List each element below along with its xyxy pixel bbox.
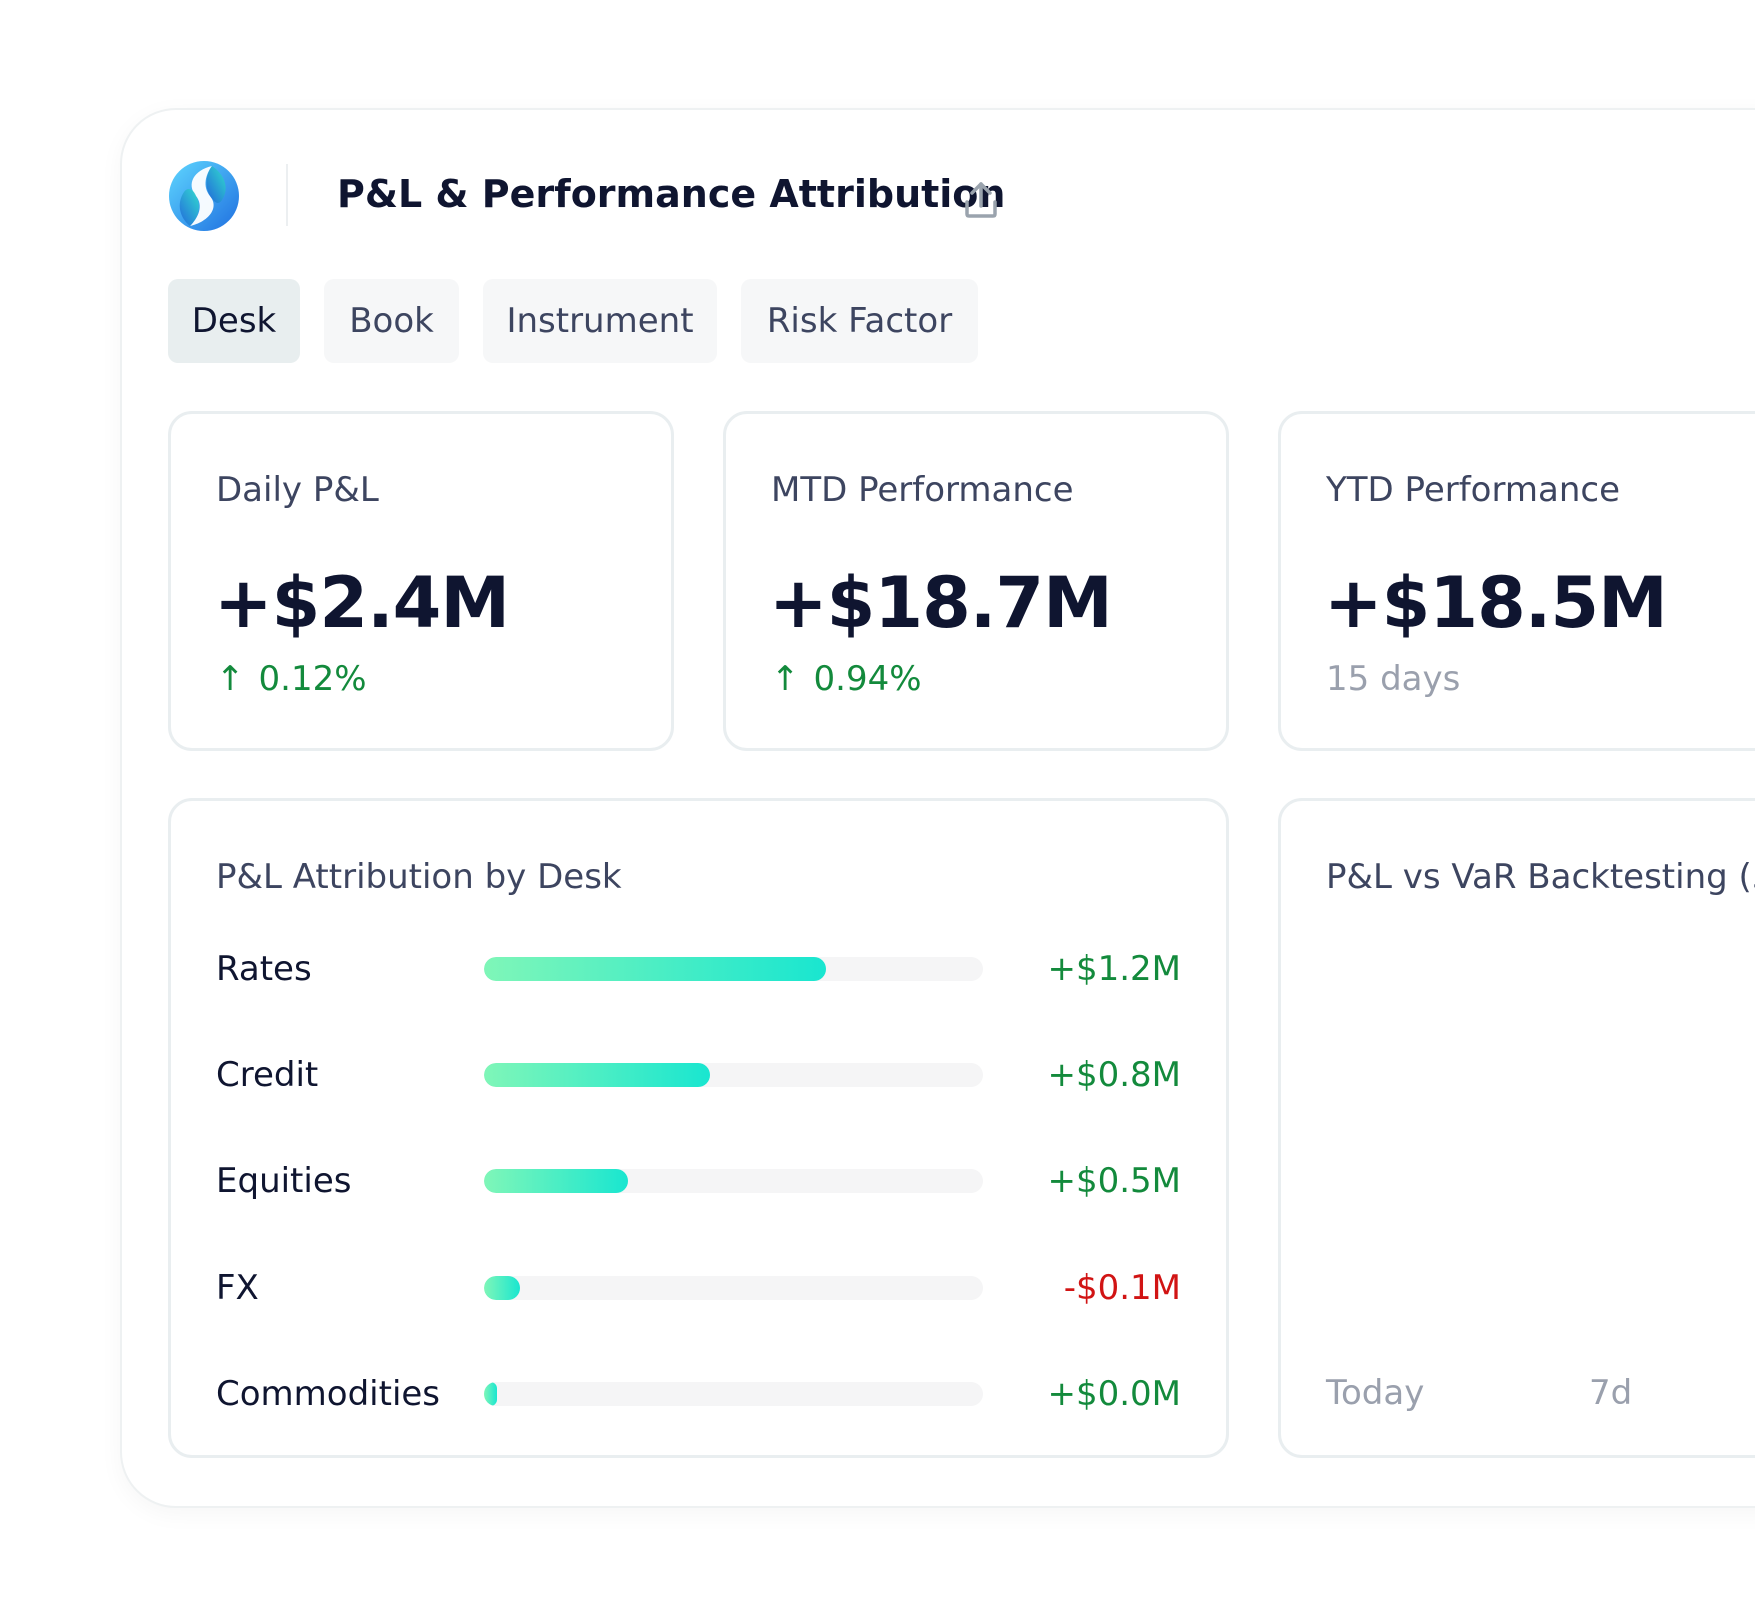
arrow-up-icon: ↑ — [771, 659, 800, 699]
kpi-label: Daily P&L — [216, 470, 379, 510]
bar-track — [484, 1382, 983, 1406]
desk-label: Commodities — [216, 1374, 441, 1414]
attribution-row-equities: Equities +$0.5M — [171, 1151, 1226, 1211]
attribution-row-commodities: Commodities +$0.0M — [171, 1364, 1226, 1424]
desk-value: +$0.5M — [1047, 1161, 1181, 1201]
bar-fill — [484, 957, 827, 981]
desk-value: +$0.0M — [1047, 1374, 1181, 1414]
backtesting-card: P&L vs VaR Backtesting (3 Today 7d — [1278, 798, 1755, 1458]
tab-desk[interactable]: Desk — [168, 279, 300, 363]
desk-label: FX — [216, 1268, 259, 1308]
attribution-row-fx: FX -$0.1M — [171, 1258, 1226, 1318]
tab-instrument[interactable]: Instrument — [483, 279, 717, 363]
logo-icon — [168, 160, 240, 232]
kpi-value: +$18.5M — [1324, 562, 1668, 644]
kpi-card-mtd-performance: MTD Performance +$18.7M ↑ 0.94% — [723, 411, 1229, 751]
desk-label: Credit — [216, 1055, 319, 1095]
desk-value: +$1.2M — [1047, 949, 1181, 989]
kpi-change: ↑ 0.94% — [771, 659, 922, 699]
kpi-change-value: 0.94% — [813, 659, 922, 699]
bar-fill — [484, 1063, 710, 1087]
kpi-value: +$2.4M — [214, 562, 510, 644]
tab-book[interactable]: Book — [324, 279, 459, 363]
kpi-label: MTD Performance — [771, 470, 1074, 510]
attribution-title: P&L Attribution by Desk — [216, 857, 622, 897]
bar-track — [484, 957, 983, 981]
kpi-change-value: 0.12% — [258, 659, 367, 699]
kpi-label: YTD Performance — [1326, 470, 1620, 510]
attribution-row-rates: Rates +$1.2M — [171, 939, 1226, 999]
axis-label-today: Today — [1326, 1373, 1425, 1413]
bar-track — [484, 1169, 983, 1193]
share-upload-icon — [965, 182, 997, 218]
share-button[interactable] — [962, 180, 1000, 220]
bar-fill — [484, 1276, 521, 1300]
desk-value: +$0.8M — [1047, 1055, 1181, 1095]
attribution-card: P&L Attribution by Desk Rates +$1.2M Cre… — [168, 798, 1229, 1458]
bar-track — [484, 1276, 983, 1300]
kpi-change: ↑ 0.12% — [216, 659, 367, 699]
bar-fill — [484, 1169, 629, 1193]
kpi-subtext: 15 days — [1326, 659, 1461, 699]
attribution-row-credit: Credit +$0.8M — [171, 1045, 1226, 1105]
desk-value: -$0.1M — [1063, 1268, 1181, 1308]
kpi-value: +$18.7M — [769, 562, 1113, 644]
arrow-up-icon: ↑ — [216, 659, 245, 699]
tab-risk-factor[interactable]: Risk Factor — [741, 279, 978, 363]
bar-fill — [484, 1382, 497, 1406]
page-title: P&L & Performance Attribution — [337, 172, 1006, 216]
axis-label-7d: 7d — [1589, 1373, 1633, 1413]
bar-track — [484, 1063, 983, 1087]
header-divider — [286, 164, 288, 226]
kpi-card-daily-pnl: Daily P&L +$2.4M ↑ 0.12% — [168, 411, 674, 751]
desk-label: Equities — [216, 1161, 352, 1201]
kpi-card-ytd-performance: YTD Performance +$18.5M 15 days — [1278, 411, 1755, 751]
backtesting-title: P&L vs VaR Backtesting (3 — [1326, 857, 1755, 897]
desk-label: Rates — [216, 949, 312, 989]
